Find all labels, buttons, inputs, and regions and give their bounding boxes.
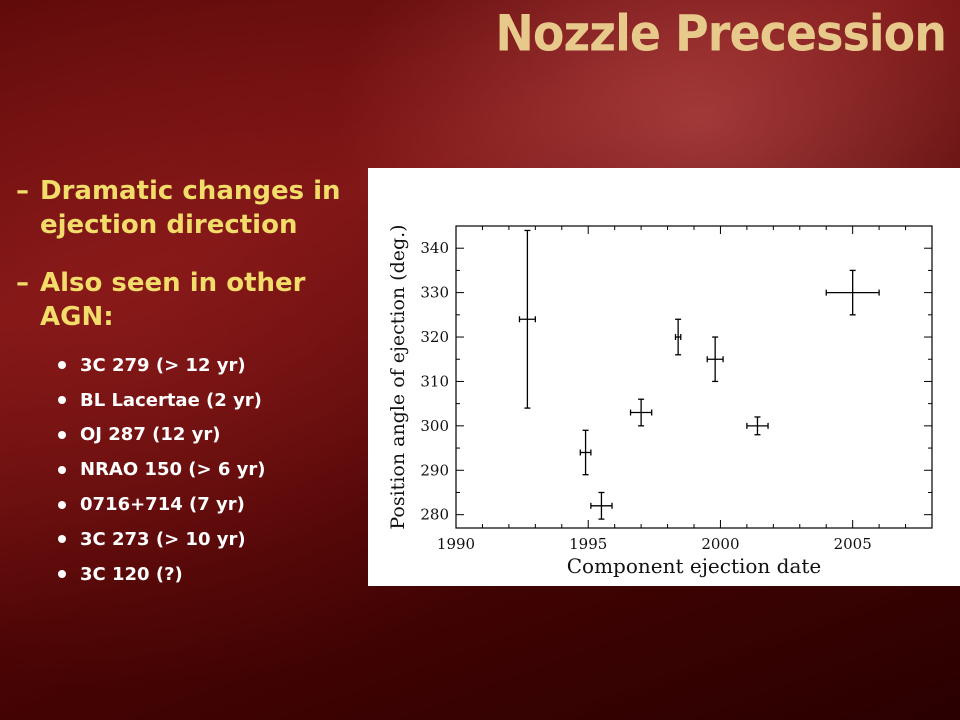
bullet-text: Also seen in other AGN: [40,268,306,332]
dash-marker: – [16,268,29,298]
sub-bullet-text: 3C 273 (> 10 yr) [80,528,246,550]
y-tick-label: 340 [420,239,449,257]
bullet-dot-icon [58,430,66,439]
bullet-dot-icon [58,465,66,474]
data-point [579,429,592,476]
y-tick-label: 290 [420,461,449,479]
sub-bullet-item: 3C 279 (> 12 yr) [58,348,356,383]
sub-bullet-text: 0716+714 (7 yr) [80,494,245,516]
data-point [746,416,769,436]
scatter-chart: 1990 1995 2000 2005 280 290 300 310 320 330 340 Co… [387,224,933,578]
y-tick-label: 330 [420,284,449,302]
slide-title: Nozzle Precession [495,3,947,63]
axis-ticks: 1990 1995 2000 2005 280 290 300 310 320 330 340 [420,226,933,553]
agn-sub-list: 3C 279 (> 12 yr) BL Lacertae (2 yr) OJ 2… [58,348,356,592]
sub-bullet-item: 3C 120 (?) [58,557,356,592]
bullet-dot-icon [58,570,66,579]
data-point [825,269,880,316]
bullet-dot-icon [58,361,66,370]
y-tick-label: 320 [420,328,449,346]
bullet-dot-icon [58,396,66,405]
sub-bullet-item: BL Lacertae (2 yr) [58,383,356,418]
data-point [629,398,653,427]
x-tick-label: 2000 [701,535,739,553]
y-tick-label: 300 [420,417,449,435]
sub-bullet-item: 0716+714 (7 yr) [58,487,356,522]
sub-bullet-item: OJ 287 (12 yr) [58,418,356,453]
data-point [706,336,724,383]
bullet-item: – Dramatic changes in ejection direction [16,174,356,242]
sub-bullet-item: 3C 273 (> 10 yr) [58,522,356,557]
bullet-text: Dramatic changes in ejection direction [40,176,341,240]
sub-bullet-text: OJ 287 (12 yr) [80,424,221,446]
bullet-dot-icon [58,535,66,544]
y-tick-label: 280 [420,506,449,524]
sub-bullet-text: 3C 279 (> 12 yr) [80,354,246,376]
x-axis-label: Component ejection date [567,554,822,578]
bullet-item: – Also seen in other AGN: [16,266,356,334]
data-points [518,229,880,520]
bullet-list: – Dramatic changes in ejection direction… [16,174,356,592]
data-point [518,229,536,409]
sub-bullet-text: NRAO 150 (> 6 yr) [80,459,266,481]
data-point [590,491,613,520]
x-tick-label: 1990 [437,535,475,553]
x-tick-label: 1995 [569,535,607,553]
data-point [674,318,682,356]
x-tick-label: 2005 [834,535,872,553]
bullet-dot-icon [58,500,66,509]
sub-bullet-text: BL Lacertae (2 yr) [80,389,262,411]
sub-bullet-item: NRAO 150 (> 6 yr) [58,452,356,487]
chart-panel: 1990 1995 2000 2005 280 290 300 310 320 330 340 Co… [368,168,960,586]
sub-bullet-text: 3C 120 (?) [80,563,183,585]
y-axis-label: Position angle of ejection (deg.) [387,224,409,529]
y-tick-label: 310 [420,372,449,390]
dash-marker: – [16,176,29,206]
